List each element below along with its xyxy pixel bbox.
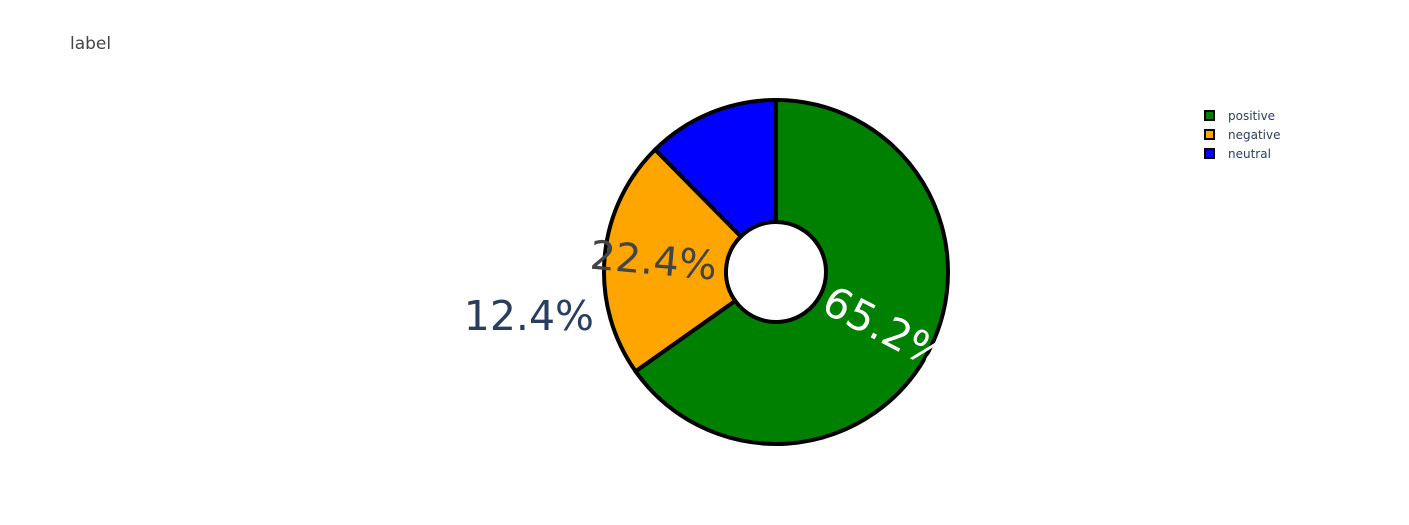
legend-label-negative: negative bbox=[1228, 127, 1281, 142]
legend-label-neutral: neutral bbox=[1228, 146, 1271, 161]
legend-item-positive[interactable]: positive bbox=[1203, 106, 1280, 125]
slice-negative[interactable] bbox=[602, 146, 744, 375]
legend-item-neutral[interactable]: neutral bbox=[1203, 144, 1280, 163]
legend-swatch-negative bbox=[1204, 129, 1215, 140]
legend-label-positive: positive bbox=[1228, 108, 1276, 123]
legend-swatch-positive bbox=[1204, 110, 1215, 121]
slices-layer bbox=[602, 97, 950, 446]
legend-item-negative[interactable]: negative bbox=[1203, 125, 1280, 144]
slice-positive[interactable] bbox=[632, 97, 950, 446]
slice-neutral[interactable] bbox=[652, 97, 778, 240]
slice-label-neutral: 12.4% bbox=[464, 292, 594, 340]
legend: positive negative neutral bbox=[1203, 106, 1280, 163]
chart-title: label bbox=[70, 34, 112, 54]
legend-swatch-neutral bbox=[1204, 148, 1215, 159]
slice-label-negative: 22.4% bbox=[588, 233, 719, 290]
